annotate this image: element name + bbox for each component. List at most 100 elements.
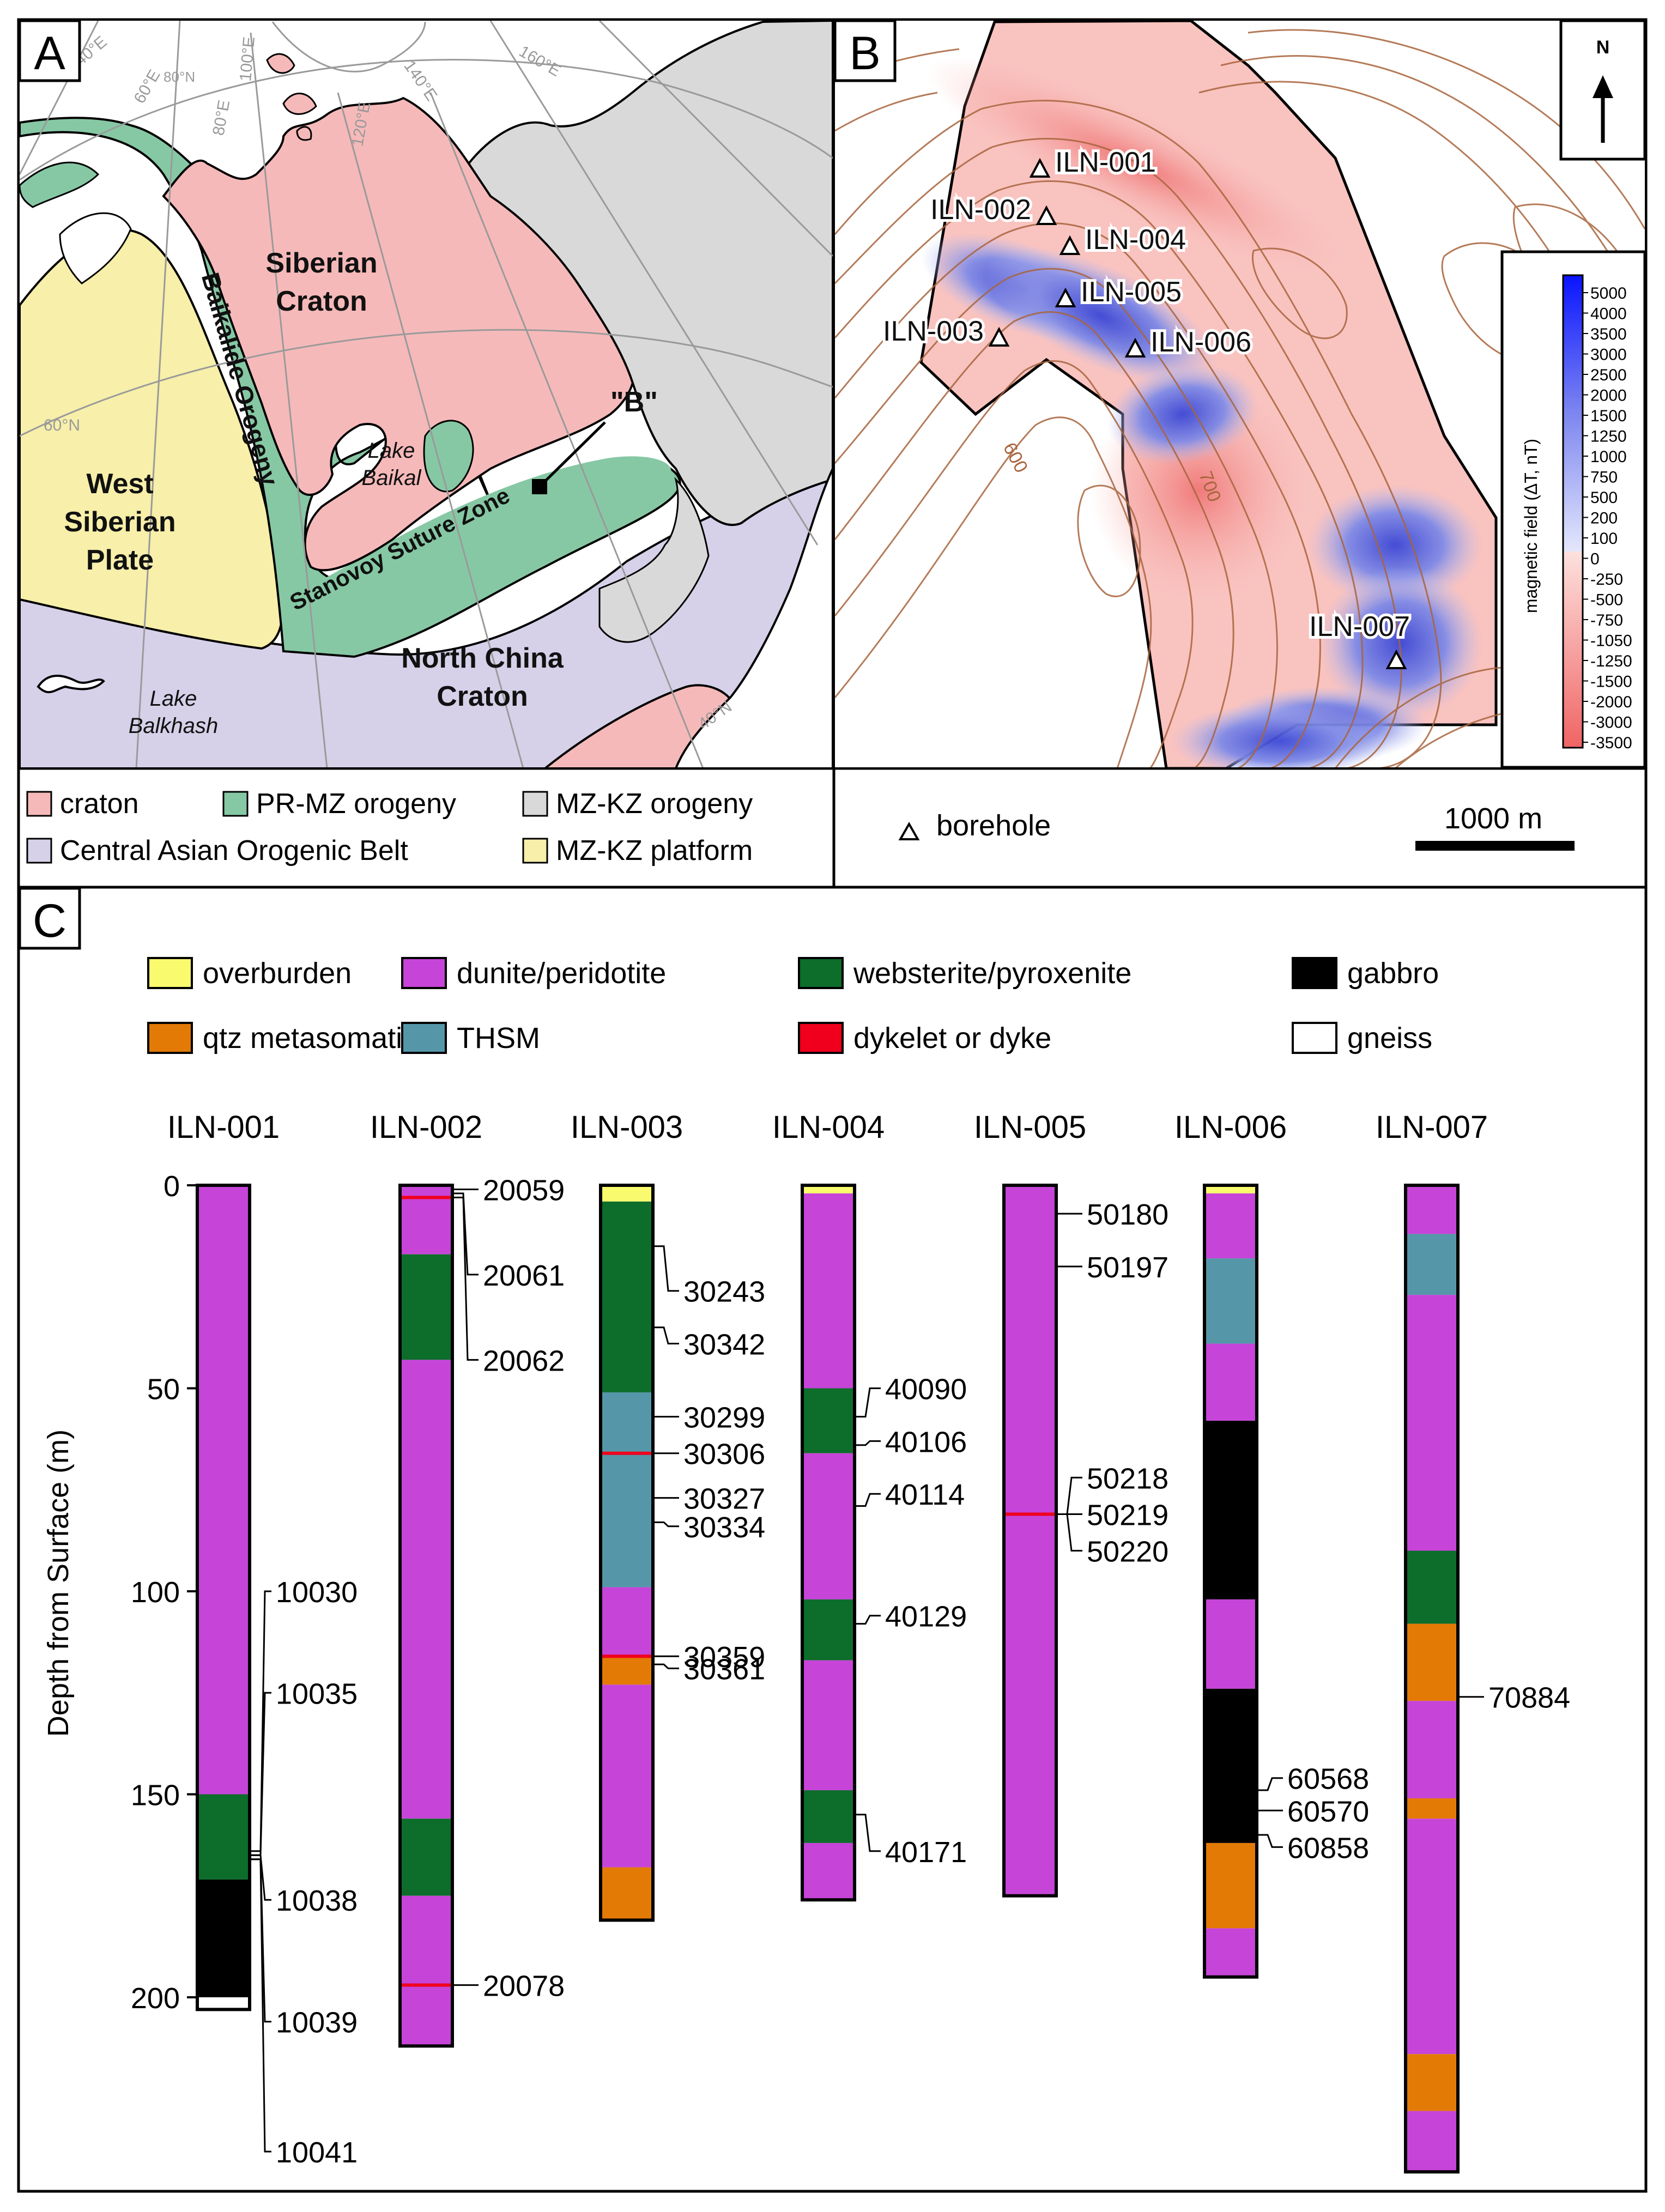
y-tick-label: 150 [131,1779,180,1812]
sample-label: 10038 [276,1884,358,1917]
y-tick-label: 50 [147,1373,180,1406]
sample-label: 40106 [885,1426,967,1458]
legend-label: dunite/peridotite [457,957,666,990]
sample-label: 30342 [683,1329,765,1361]
west-siberian-plate-label: West Siberian Plate [64,468,175,576]
lithology-interval [802,1843,855,1900]
borehole-map-label: ILN-002 [930,194,1031,226]
lithology-interval [1406,1798,1458,1819]
lithology-interval [197,1997,250,2010]
colorbar-ticks: 5000400035003000250020001500125010007505… [1583,284,1632,752]
lithology-interval [197,1794,250,1880]
y-axis-title: Depth from Surface (m) [42,1429,75,1737]
borehole-legend-label: borehole [936,809,1051,842]
legend-label: THSM [457,1022,540,1055]
colorbar-tick-label: 3500 [1590,325,1627,343]
legend-swatch [1292,1022,1337,1054]
borehole-map-label: ILN-005 [1081,276,1182,308]
legend-label: MZ-KZ platform [556,835,753,866]
sample-label: 20078 [483,1970,565,2003]
legend-label: craton [60,788,139,820]
sample-leader [855,1493,881,1507]
lithology-interval [601,1201,653,1392]
lithology-interval [1406,1185,1458,1234]
colorbar-tick-label: -1050 [1590,632,1632,650]
lithology-interval [601,1684,653,1868]
lithology-interval [400,1895,452,2046]
legend-label: qtz metasomatite [203,1022,427,1055]
borehole-markers: ILN-001 ILN-002 ILN-003 ILN-004 ILN-005 ILN-0… [880,144,1413,669]
lithology-interval [400,1819,452,1896]
legend-label: gabbro [1347,957,1439,990]
legend-label: overburden [203,957,352,990]
sample-label: 30361 [683,1653,765,1686]
lat-label: 60°N [44,416,80,434]
lithology-interval [1204,1599,1257,1689]
colorbar-tick-label: -750 [1590,611,1623,629]
sample-leader [855,1440,881,1446]
sample-label: 40090 [885,1373,967,1406]
borehole-map-label: ILN-004 [1085,224,1186,256]
colorbar-positive [1563,275,1583,552]
sample-label: 60568 [1287,1763,1369,1796]
borehole-outline [1404,1184,1460,2174]
lithology-interval [400,1185,452,1255]
sample-label: 60858 [1287,1832,1369,1864]
sample-label: 70884 [1488,1682,1570,1714]
legend-swatch [798,957,844,989]
lithology-interval [802,1599,855,1660]
lithology-interval [802,1388,855,1453]
colorbar-tick-label: -250 [1590,571,1623,589]
borehole-log-title: ILN-002 [370,1110,482,1145]
colorbar-tick-label: 750 [1590,469,1618,487]
sample-leader [1257,1834,1283,1848]
borehole-outline [599,1184,655,1922]
legend-label: dykelet or dyke [853,1022,1051,1055]
borehole-map-label: ILN-001 [1055,147,1156,178]
lon-label: 100°E [237,36,258,82]
legend-swatch [147,1022,193,1054]
borehole-log-title: ILN-004 [772,1110,885,1145]
legend-swatch [798,1022,844,1054]
lithology-interval [1204,1258,1257,1344]
sample-label: 20059 [483,1174,565,1207]
sample-label: 10030 [276,1576,358,1609]
colorbar-tick-label: -3500 [1590,734,1632,752]
lithology-interval [1406,1819,1458,2055]
panel-b-legend: borehole 1000 m [898,802,1575,851]
legend-swatch [147,957,193,989]
lithology-interval [1406,1295,1458,1551]
colorbar-tick-label: 200 [1590,510,1618,528]
sample-leader [653,1326,679,1345]
sample-label: 30299 [683,1402,765,1434]
sample-leader [250,1590,271,1852]
legend-swatch [401,957,447,989]
borehole-marker-icon [1124,337,1146,357]
scale-bar [1415,841,1575,851]
sample-leader [452,1196,479,1361]
borehole-marker-icon [1059,235,1081,255]
sample-leader [250,1854,271,1901]
borehole-map-label: ILN-007 [1309,611,1410,643]
legend-swatch [401,1022,447,1054]
sample-leader [855,1615,881,1625]
lithology-interval [601,1587,653,1657]
lithology-interval [802,1660,855,1791]
sample-label: 50220 [1087,1536,1168,1568]
colorbar-title: magnetic field (ΔT, nT) [1521,439,1541,613]
lithology-interval [1204,1928,1257,1977]
colorbar-tick-label: 0 [1590,550,1600,568]
borehole-outline [196,1184,251,2011]
lithology-interval [601,1867,653,1920]
lithology-interval [1406,1701,1458,1798]
colorbar-tick-label: -2000 [1590,693,1632,711]
lithology-interval [1204,1193,1257,1259]
lithology-interval [601,1656,653,1685]
sample-leader [1056,1476,1082,1515]
sample-leader [653,1663,679,1670]
panel-a-map: 40°E 60°E 80°N 80°E 100°E 120°E 140°E 16… [20,21,833,767]
lithology-interval [197,1185,250,1795]
sample-leader [452,1192,479,1276]
